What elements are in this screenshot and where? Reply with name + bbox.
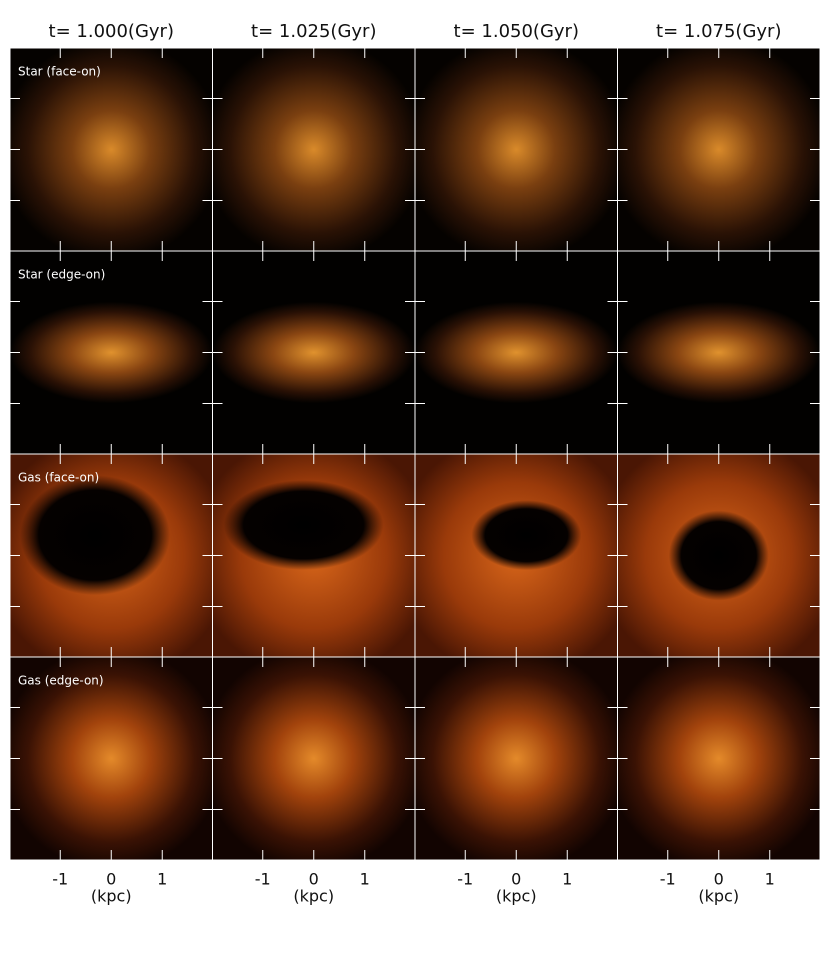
row-label: Gas (face-on)	[18, 471, 99, 485]
x-tick-label: 0	[309, 870, 319, 889]
panel-image	[415, 251, 618, 454]
panel-image	[617, 657, 820, 860]
x-tick-label: 1	[157, 870, 167, 889]
column-title: t= 1.075(Gyr)	[656, 21, 781, 42]
panel-image	[212, 251, 415, 454]
panel-image	[10, 48, 213, 251]
panel-image	[10, 657, 213, 860]
x-tick-label: 1	[562, 870, 572, 889]
x-tick-label: -1	[52, 870, 68, 889]
x-axis-label: (kpc)	[293, 887, 334, 906]
panel-image	[415, 657, 618, 860]
x-axis-label: (kpc)	[698, 887, 739, 906]
x-tick-label: 1	[765, 870, 775, 889]
x-tick-label: -1	[457, 870, 473, 889]
x-tick-label: 0	[714, 870, 724, 889]
column-title: t= 1.050(Gyr)	[454, 21, 579, 42]
row-label: Star (face-on)	[18, 65, 101, 79]
gas-cavity	[223, 480, 384, 571]
x-tick-label: 0	[106, 870, 116, 889]
x-tick-label: -1	[660, 870, 676, 889]
column-title: t= 1.000(Gyr)	[49, 21, 174, 42]
x-tick-label: 1	[360, 870, 370, 889]
panel-image	[617, 48, 820, 251]
panel-border	[617, 656, 821, 861]
panel-image	[10, 251, 213, 454]
gas-cavity	[20, 475, 171, 596]
gas-cavity	[668, 510, 769, 601]
x-tick-label: -1	[255, 870, 271, 889]
x-axis-label: (kpc)	[91, 887, 132, 906]
x-axis-label: (kpc)	[496, 887, 537, 906]
row-label: Gas (edge-on)	[18, 674, 104, 688]
panel-image	[617, 251, 820, 454]
gas-cavity	[471, 500, 582, 571]
x-tick-label: 0	[511, 870, 521, 889]
panel-image	[415, 48, 618, 251]
column-title: t= 1.025(Gyr)	[251, 21, 376, 42]
panel-image	[212, 48, 415, 251]
panel-image	[212, 657, 415, 860]
row-label: Star (edge-on)	[18, 268, 105, 282]
